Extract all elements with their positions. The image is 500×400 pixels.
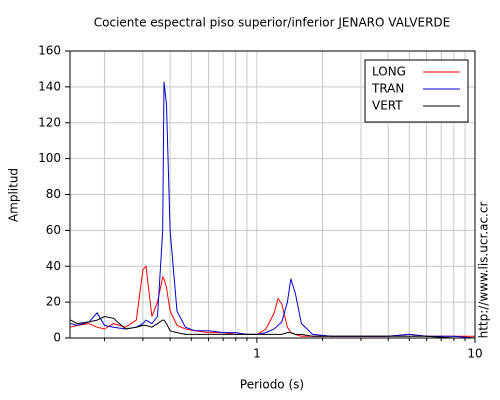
- legend-box: [364, 59, 469, 123]
- y-tick-label: 0: [53, 331, 61, 345]
- legend-label: TRAN: [371, 82, 404, 96]
- y-tick-label: 80: [46, 187, 61, 201]
- series-line: [70, 265, 475, 337]
- y-axis-label: Amplitud: [7, 168, 21, 222]
- y-tick-label: 60: [46, 223, 61, 237]
- y-tick-label: 40: [46, 259, 61, 273]
- x-axis-label: Periodo (s): [240, 378, 304, 392]
- annotation: http://www.lis.ucr.ac.cr: [477, 202, 491, 339]
- y-tick-label: 20: [46, 295, 61, 309]
- x-tick-label: 1: [253, 347, 261, 361]
- chart-title: Cociente espectral piso superior/inferio…: [94, 16, 451, 30]
- plot-frame: [69, 50, 476, 339]
- y-tick-label: 140: [38, 79, 61, 93]
- y-tick-label: 100: [38, 151, 61, 165]
- y-tick-label: 160: [38, 44, 61, 58]
- legend-label: LONG: [372, 65, 406, 79]
- series-line: [70, 315, 475, 339]
- x-tick-label: 10: [467, 347, 482, 361]
- y-tick-label: 120: [38, 115, 61, 129]
- legend-label: VERT: [372, 99, 403, 113]
